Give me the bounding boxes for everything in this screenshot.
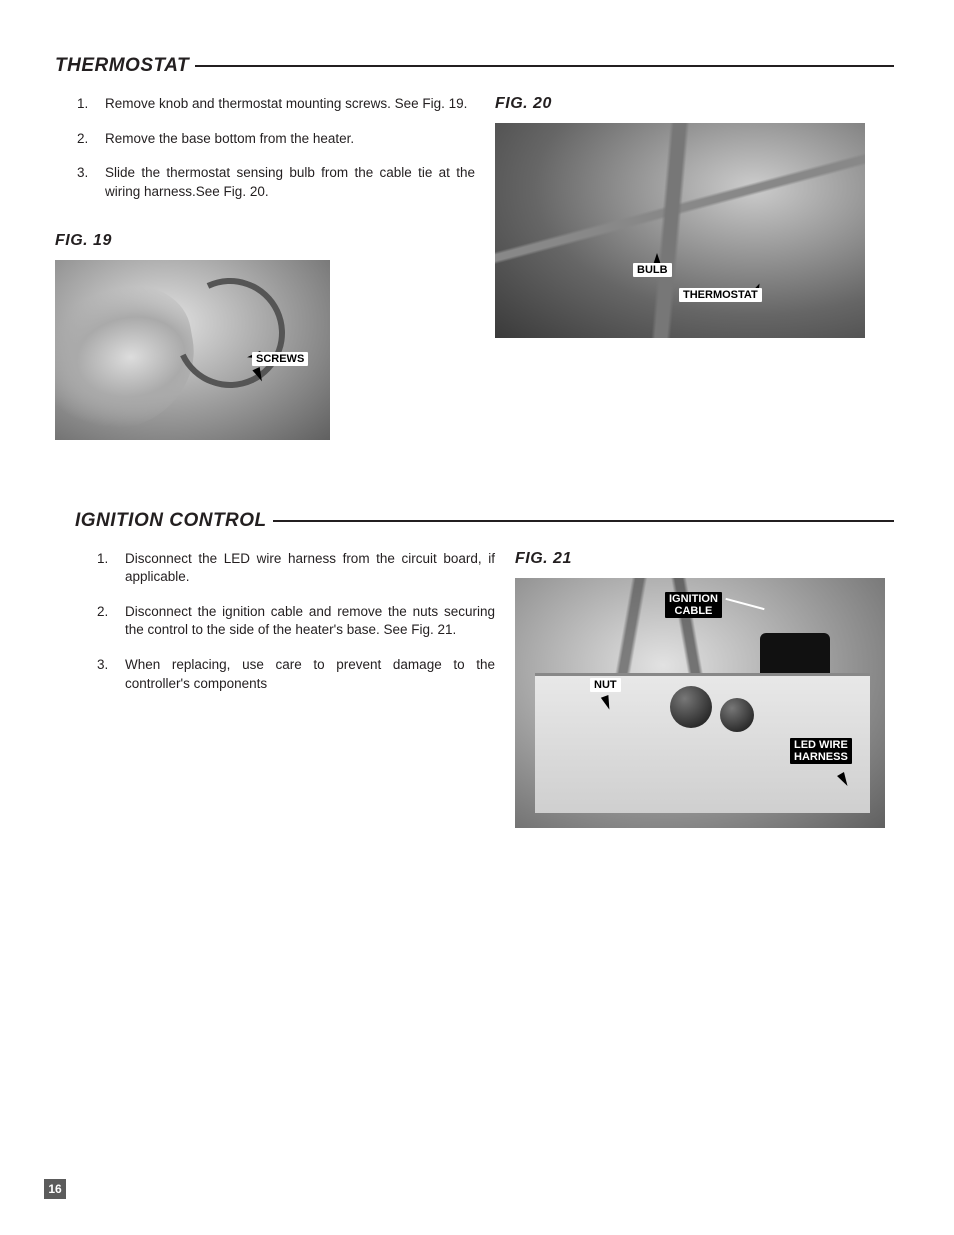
- fig20-label: FIG. 20: [495, 95, 894, 113]
- fig20-callout-thermostat: THERMOSTAT: [679, 288, 762, 302]
- fig21-label: FIG. 21: [515, 550, 894, 568]
- fig21-callout-ignition: IGNITIONCABLE: [665, 592, 722, 618]
- list-item: 3.When replacing, use care to prevent da…: [97, 656, 495, 693]
- fig19-image: SCREWS: [55, 260, 330, 440]
- ignition-columns: 1.Disconnect the LED wire harness from t…: [55, 550, 894, 828]
- page-number: 16: [44, 1179, 66, 1199]
- list-item: 1.Remove knob and thermostat mounting sc…: [77, 95, 475, 114]
- list-item: 2.Remove the base bottom from the heater…: [77, 130, 475, 149]
- ignition-header: IGNITION CONTROL: [55, 510, 894, 532]
- fig19-label: FIG. 19: [55, 232, 475, 250]
- fig21-image: IGNITIONCABLE NUT LED WIREHARNESS: [515, 578, 885, 828]
- fig20-image: BULB THERMOSTAT: [495, 123, 865, 338]
- fig20-callout-bulb: BULB: [633, 263, 672, 277]
- list-item: 1.Disconnect the LED wire harness from t…: [97, 550, 495, 587]
- fig21-callout-nut: NUT: [590, 678, 621, 692]
- ignition-title: IGNITION CONTROL: [75, 510, 273, 532]
- thermostat-title: THERMOSTAT: [55, 55, 195, 77]
- thermostat-steps: 1.Remove knob and thermostat mounting sc…: [55, 95, 475, 202]
- rule: [273, 520, 894, 522]
- thermostat-columns: 1.Remove knob and thermostat mounting sc…: [55, 95, 894, 440]
- rule: [195, 65, 894, 67]
- list-item: 3.Slide the thermostat sensing bulb from…: [77, 164, 475, 201]
- ignition-steps: 1.Disconnect the LED wire harness from t…: [75, 550, 495, 694]
- thermostat-header: THERMOSTAT: [55, 55, 894, 77]
- fig19-callout-screws: SCREWS: [252, 352, 308, 366]
- list-item: 2.Disconnect the ignition cable and remo…: [97, 603, 495, 640]
- fig21-callout-led: LED WIREHARNESS: [790, 738, 852, 764]
